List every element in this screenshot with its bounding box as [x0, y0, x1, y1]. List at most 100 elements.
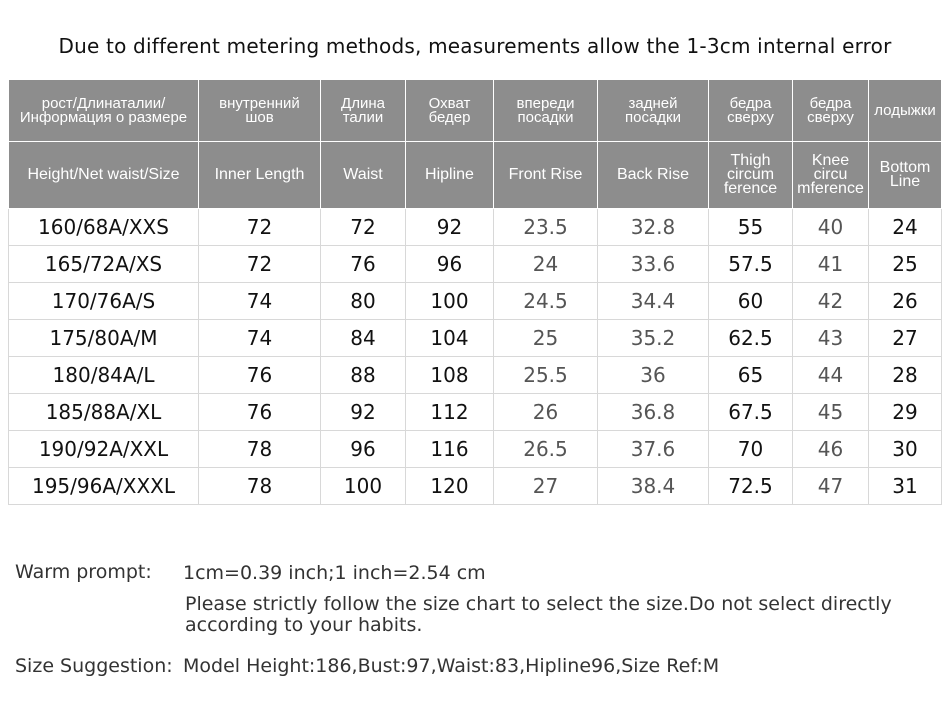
- cell: 33.6: [597, 245, 709, 283]
- header-cell: Bottom Line: [868, 141, 942, 209]
- warm-line: 1cm=0.39 inch;1 inch=2.54 cm: [183, 562, 486, 584]
- cell: 36: [597, 356, 709, 394]
- cell: 25: [493, 319, 598, 357]
- cell: 36.8: [597, 393, 709, 431]
- cell: 47: [792, 467, 869, 505]
- cell: 112: [405, 393, 494, 431]
- cell: 96: [405, 245, 494, 283]
- data-row: 195/96A/XXXL 78 100 120 27 38.4 72.5 47 31: [8, 467, 942, 505]
- cell: 100: [320, 467, 406, 505]
- size-text: Model Height:186,Bust:97,Waist:83,Hiplin…: [183, 655, 720, 677]
- header-cell: бедра сверху: [708, 79, 793, 142]
- header-cell: Thigh circum ference: [708, 141, 793, 209]
- cell: 92: [405, 208, 494, 246]
- cell: 72: [198, 208, 321, 246]
- cell: 25.5: [493, 356, 598, 394]
- cell: 170/76A/S: [8, 282, 199, 320]
- header-cell: Height/Net waist/Size: [8, 141, 199, 209]
- size-table: рост/Длинаталии/ Информация о размере вну…: [8, 79, 942, 505]
- table-body: рост/Длинаталии/ Информация о размере вну…: [8, 79, 942, 505]
- header-cell: Inner Length: [198, 141, 321, 209]
- data-row: 180/84A/L 76 88 108 25.5 36 65 44 28: [8, 356, 942, 394]
- data-row: 185/88A/XL 76 92 112 26 36.8 67.5 45 29: [8, 393, 942, 431]
- header-cell: рост/Длинаталии/ Информация о размере: [8, 79, 199, 142]
- cell: 78: [198, 467, 321, 505]
- header-cell: бедра сверху: [792, 79, 869, 142]
- cell: 76: [320, 245, 406, 283]
- cell: 38.4: [597, 467, 709, 505]
- cell: 72: [198, 245, 321, 283]
- cell: 41: [792, 245, 869, 283]
- cell: 160/68A/XXS: [8, 208, 199, 246]
- cell: 72: [320, 208, 406, 246]
- cell: 100: [405, 282, 494, 320]
- cell: 46: [792, 430, 869, 468]
- header-row: рост/Длинаталии/ Информация о размере вну…: [8, 79, 942, 142]
- cell: 76: [198, 356, 321, 394]
- cell: 26.5: [493, 430, 598, 468]
- cell: 27: [868, 319, 942, 357]
- header-cell: Front Rise: [493, 141, 598, 209]
- cell: 62.5: [708, 319, 793, 357]
- cell: 45: [792, 393, 869, 431]
- header-cell: Длина талии: [320, 79, 406, 142]
- cell: 25: [868, 245, 942, 283]
- cell: 80: [320, 282, 406, 320]
- cell: 70: [708, 430, 793, 468]
- cell: 26: [493, 393, 598, 431]
- cell: 43: [792, 319, 869, 357]
- cell: 24: [493, 245, 598, 283]
- header-cell: задней посадки: [597, 79, 709, 142]
- cell: 28: [868, 356, 942, 394]
- cell: 55: [708, 208, 793, 246]
- cell: 195/96A/XXXL: [8, 467, 199, 505]
- data-row: 190/92A/XXL 78 96 116 26.5 37.6 70 46 30: [8, 430, 942, 468]
- cell: 104: [405, 319, 494, 357]
- cell: 30: [868, 430, 942, 468]
- data-row: 165/72A/XS 72 76 96 24 33.6 57.5 41 25: [8, 245, 942, 283]
- data-row: 175/80A/M 74 84 104 25 35.2 62.5 43 27: [8, 319, 942, 357]
- cell: 78: [198, 430, 321, 468]
- cell: 37.6: [597, 430, 709, 468]
- cell: 42: [792, 282, 869, 320]
- data-row: 160/68A/XXS 72 72 92 23.5 32.8 55 40 24: [8, 208, 942, 246]
- cell: 84: [320, 319, 406, 357]
- cell: 108: [405, 356, 494, 394]
- cell: 74: [198, 282, 321, 320]
- cell: 26: [868, 282, 942, 320]
- header-cell: Knee circu mference: [792, 141, 869, 209]
- cell: 32.8: [597, 208, 709, 246]
- cell: 57.5: [708, 245, 793, 283]
- cell: 29: [868, 393, 942, 431]
- cell: 31: [868, 467, 942, 505]
- header-row: Height/Net waist/Size Inner Length Waist Hi…: [8, 141, 942, 209]
- cell: 116: [405, 430, 494, 468]
- cell: 40: [792, 208, 869, 246]
- cell: 65: [708, 356, 793, 394]
- cell: 185/88A/XL: [8, 393, 199, 431]
- header-cell: внутренний шов: [198, 79, 321, 142]
- title: Due to different metering methods, measu…: [58, 34, 892, 58]
- cell: 165/72A/XS: [8, 245, 199, 283]
- cell: 72.5: [708, 467, 793, 505]
- cell: 190/92A/XXL: [8, 430, 199, 468]
- size-label: Size Suggestion:: [15, 655, 173, 677]
- cell: 60: [708, 282, 793, 320]
- cell: 92: [320, 393, 406, 431]
- cell: 67.5: [708, 393, 793, 431]
- cell: 34.4: [597, 282, 709, 320]
- header-cell: лодыжки: [868, 79, 942, 142]
- cell: 120: [405, 467, 494, 505]
- cell: 44: [792, 356, 869, 394]
- warm-line: Please strictly follow the size chart to…: [185, 593, 892, 636]
- cell: 74: [198, 319, 321, 357]
- cell: 76: [198, 393, 321, 431]
- cell: 24: [868, 208, 942, 246]
- cell: 180/84A/L: [8, 356, 199, 394]
- header-cell: Waist: [320, 141, 406, 209]
- cell: 35.2: [597, 319, 709, 357]
- header-cell: Back Rise: [597, 141, 709, 209]
- header-cell: Охват бедер: [405, 79, 494, 142]
- cell: 88: [320, 356, 406, 394]
